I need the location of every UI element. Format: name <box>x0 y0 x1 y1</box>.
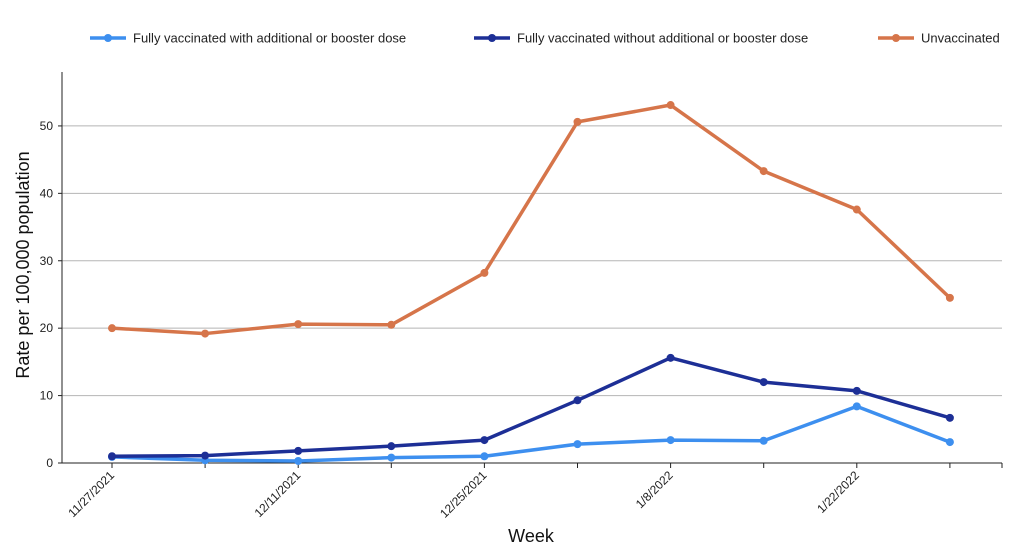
x-axis-title: Week <box>508 526 555 546</box>
y-tick-label: 0 <box>46 456 53 470</box>
data-point <box>945 293 954 302</box>
data-point <box>852 402 861 411</box>
data-point <box>201 451 210 460</box>
data-point <box>666 101 675 110</box>
legend-swatch-marker <box>488 34 496 42</box>
x-tick-label: 12/25/2021 <box>437 468 490 521</box>
data-point <box>759 378 768 387</box>
data-point <box>573 440 582 449</box>
data-point <box>294 320 303 329</box>
data-point <box>387 453 396 462</box>
data-point <box>666 436 675 445</box>
data-point <box>480 452 489 461</box>
legend: Fully vaccinated with additional or boos… <box>90 31 1000 46</box>
series-1 <box>108 353 954 461</box>
series-2 <box>108 101 954 338</box>
legend-label: Fully vaccinated without additional or b… <box>517 31 808 46</box>
data-point <box>945 413 954 422</box>
data-point <box>759 436 768 445</box>
data-point <box>759 167 768 176</box>
gridlines <box>62 125 1002 397</box>
data-point <box>573 117 582 126</box>
axes <box>58 72 1003 468</box>
y-tick-label: 40 <box>40 186 54 200</box>
y-tick-label: 30 <box>40 254 54 268</box>
y-tick-label: 20 <box>40 321 54 335</box>
legend-label: Unvaccinated <box>921 31 1000 46</box>
x-tick-label: 1/22/2022 <box>814 468 862 516</box>
x-tick-label: 1/8/2022 <box>633 468 676 511</box>
data-point <box>480 436 489 445</box>
data-point <box>852 386 861 395</box>
legend-swatch-marker <box>892 34 900 42</box>
series-line <box>110 356 952 459</box>
y-axis-ticks: 0 10 20 30 40 50 <box>40 119 54 470</box>
x-tick-label: 11/27/2021 <box>65 468 117 520</box>
data-point <box>480 268 489 277</box>
legend-swatch-marker <box>104 34 112 42</box>
legend-item: Unvaccinated <box>878 31 1000 46</box>
data-point <box>852 205 861 214</box>
legend-item: Fully vaccinated without additional or b… <box>474 31 808 46</box>
data-point <box>945 438 954 447</box>
x-axis-ticks: 11/27/2021 12/11/2021 12/25/2021 1/8/2022 1/… <box>65 463 951 521</box>
data-point <box>108 324 116 333</box>
legend-label: Fully vaccinated with additional or boos… <box>133 31 406 46</box>
y-tick-label: 10 <box>40 389 54 403</box>
y-tick-label: 50 <box>40 119 54 133</box>
data-point <box>294 456 303 465</box>
data-point <box>387 442 396 451</box>
series-lines <box>108 101 954 465</box>
y-axis-title: Rate per 100,000 population <box>13 151 33 378</box>
data-point <box>666 353 675 362</box>
data-point <box>201 329 210 338</box>
data-point <box>573 396 582 405</box>
x-tick-label: 12/11/2021 <box>252 468 304 520</box>
data-point <box>294 446 303 455</box>
data-point <box>108 452 116 461</box>
series-line <box>110 103 952 336</box>
series-line <box>110 404 952 463</box>
legend-item: Fully vaccinated with additional or boos… <box>90 31 406 46</box>
data-point <box>387 320 396 329</box>
